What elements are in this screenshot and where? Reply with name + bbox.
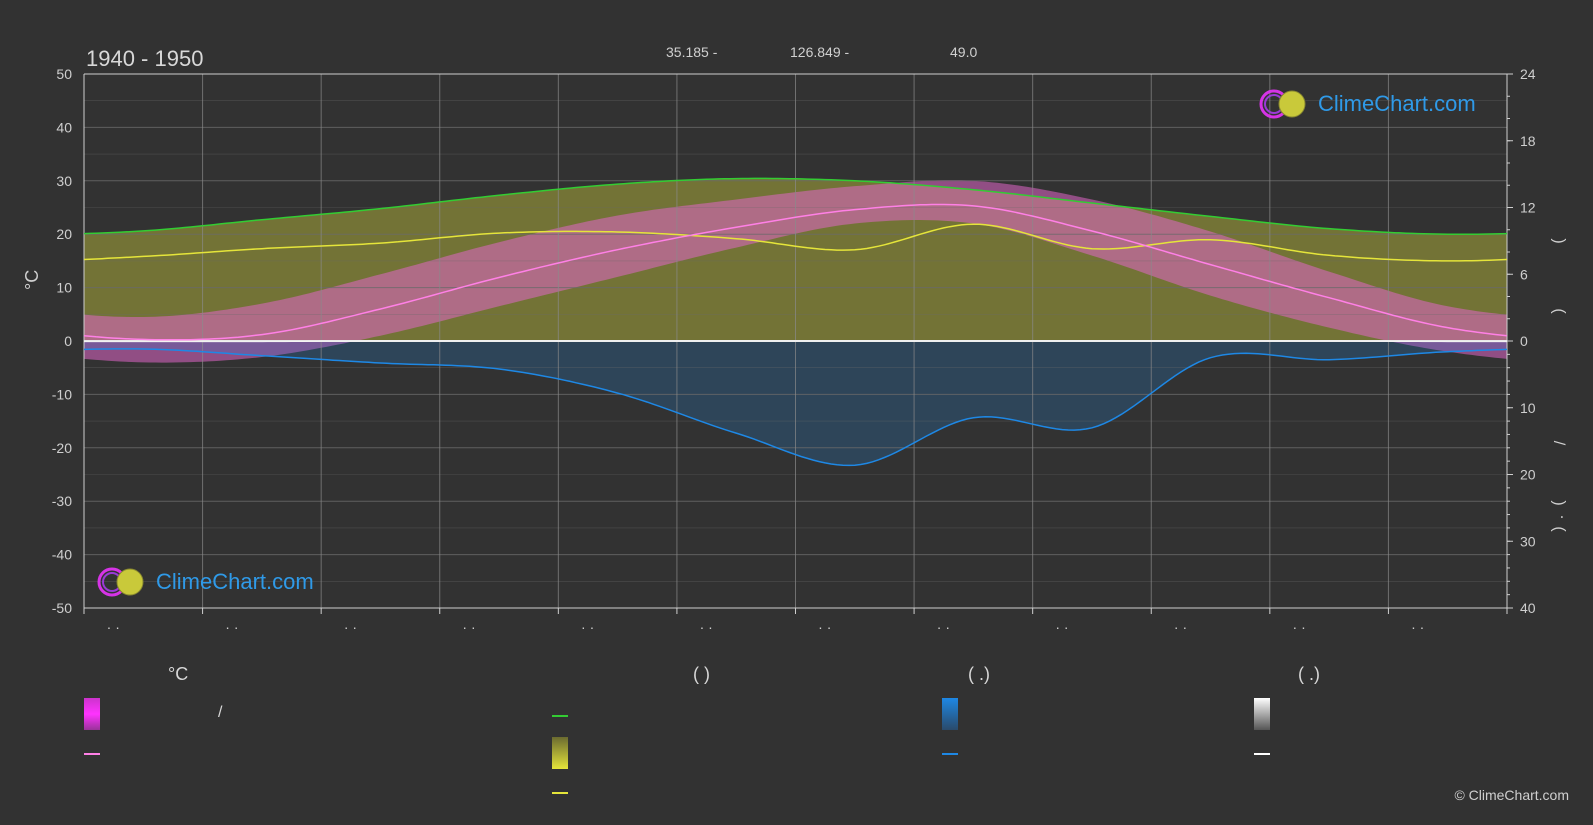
legend-header-rain: ( .) <box>968 664 990 684</box>
month-tick-label: · · <box>344 619 357 635</box>
right-axis-glyph: ( <box>1550 308 1568 314</box>
legend-swatch-temp-mean <box>84 753 100 755</box>
logo-icon <box>1259 89 1306 119</box>
legend-swatch-sunshine-fill <box>552 737 568 769</box>
chart-ticks: 50 40 30 20 10 0 -10 -20 -30 -40 -50 24 18 12 6 0 10 20 30… <box>52 66 1536 635</box>
sunshine-line <box>83 223 1508 262</box>
right-lower-tick-label: 30 <box>1520 533 1536 549</box>
legend-swatch-precip-line <box>942 753 958 755</box>
right-axis-glyph: · <box>1553 514 1571 520</box>
right-lower-tick-label: 40 <box>1520 600 1536 616</box>
month-tick-label: · · <box>1055 619 1068 635</box>
month-tick-label: · · <box>1174 619 1187 635</box>
latitude-label: 35.185 - <box>666 44 718 60</box>
legend-swatch-temp-range <box>84 698 100 730</box>
right-upper-tick-label: 0 <box>1520 333 1528 349</box>
precipitation-line <box>83 348 1508 467</box>
chart-lines <box>83 177 1508 467</box>
right-upper-tick-label: 24 <box>1520 66 1536 82</box>
right-lower-tick-label: 20 <box>1520 467 1536 483</box>
month-tick-label: · · <box>1411 619 1424 635</box>
legend-swatch-snow-line <box>1254 753 1270 755</box>
copyright: © ClimeChart.com <box>1454 787 1569 803</box>
left-tick-label: 30 <box>56 173 72 189</box>
daylight-line <box>83 177 1508 236</box>
month-tick-label: · · <box>700 619 713 635</box>
left-tick-label: -20 <box>52 440 72 456</box>
left-axis-unit: °C <box>22 269 42 290</box>
left-tick-label: 40 <box>56 119 72 135</box>
right-upper-tick-label: 6 <box>1520 266 1528 282</box>
logo-text: ClimeChart.com <box>1318 91 1476 116</box>
month-tick-label: · · <box>818 619 831 635</box>
month-tick-label: · · <box>107 619 120 635</box>
logo-bottom-left[interactable]: ClimeChart.com <box>96 566 314 598</box>
legend-swatch-daylight <box>552 715 568 717</box>
period-label: 1940 - 1950 <box>86 46 204 71</box>
logo-icon <box>97 567 144 597</box>
left-tick-label: 20 <box>56 226 72 242</box>
legend-swatch-snow-fill <box>1254 698 1270 730</box>
right-upper-tick-label: 12 <box>1520 200 1536 216</box>
month-tick-label: · · <box>225 619 238 635</box>
legend-swatch-sunshine-line <box>552 792 568 794</box>
right-axis-glyph: ( <box>1550 526 1568 532</box>
legend-header-temperature: °C <box>168 664 189 684</box>
legend-header-sun: ( ) <box>693 664 710 684</box>
legend-slash: / <box>218 704 223 721</box>
logo-top-right[interactable]: ClimeChart.com <box>1258 88 1476 120</box>
right-lower-tick-label: 10 <box>1520 400 1536 416</box>
left-tick-label: -40 <box>52 547 72 563</box>
month-tick-label: · · <box>937 619 950 635</box>
month-tick-label: · · <box>1293 619 1306 635</box>
left-tick-label: -30 <box>52 493 72 509</box>
month-tick-label: · · <box>462 619 475 635</box>
snow-line <box>84 340 1507 343</box>
right-axis-glyph: ) <box>1550 238 1568 244</box>
right-upper-tick-label: 18 <box>1520 133 1536 149</box>
legend-swatch-precip-fill <box>942 698 958 730</box>
right-axis-glyph: / <box>1550 440 1568 446</box>
left-tick-label: 50 <box>56 66 72 82</box>
legend-header-snow: ( .) <box>1298 664 1320 684</box>
right-axis-glyph: ) <box>1550 500 1568 506</box>
left-tick-label: 0 <box>64 333 72 349</box>
left-tick-label: -50 <box>52 600 72 616</box>
elevation-label: 49.0 <box>950 44 978 60</box>
temperature-mean-line <box>83 203 1508 341</box>
logo-text: ClimeChart.com <box>156 569 314 594</box>
month-tick-label: · · <box>581 619 594 635</box>
left-tick-label: -10 <box>52 386 72 402</box>
longitude-label: 126.849 - <box>790 44 850 60</box>
left-tick-label: 10 <box>56 280 72 296</box>
